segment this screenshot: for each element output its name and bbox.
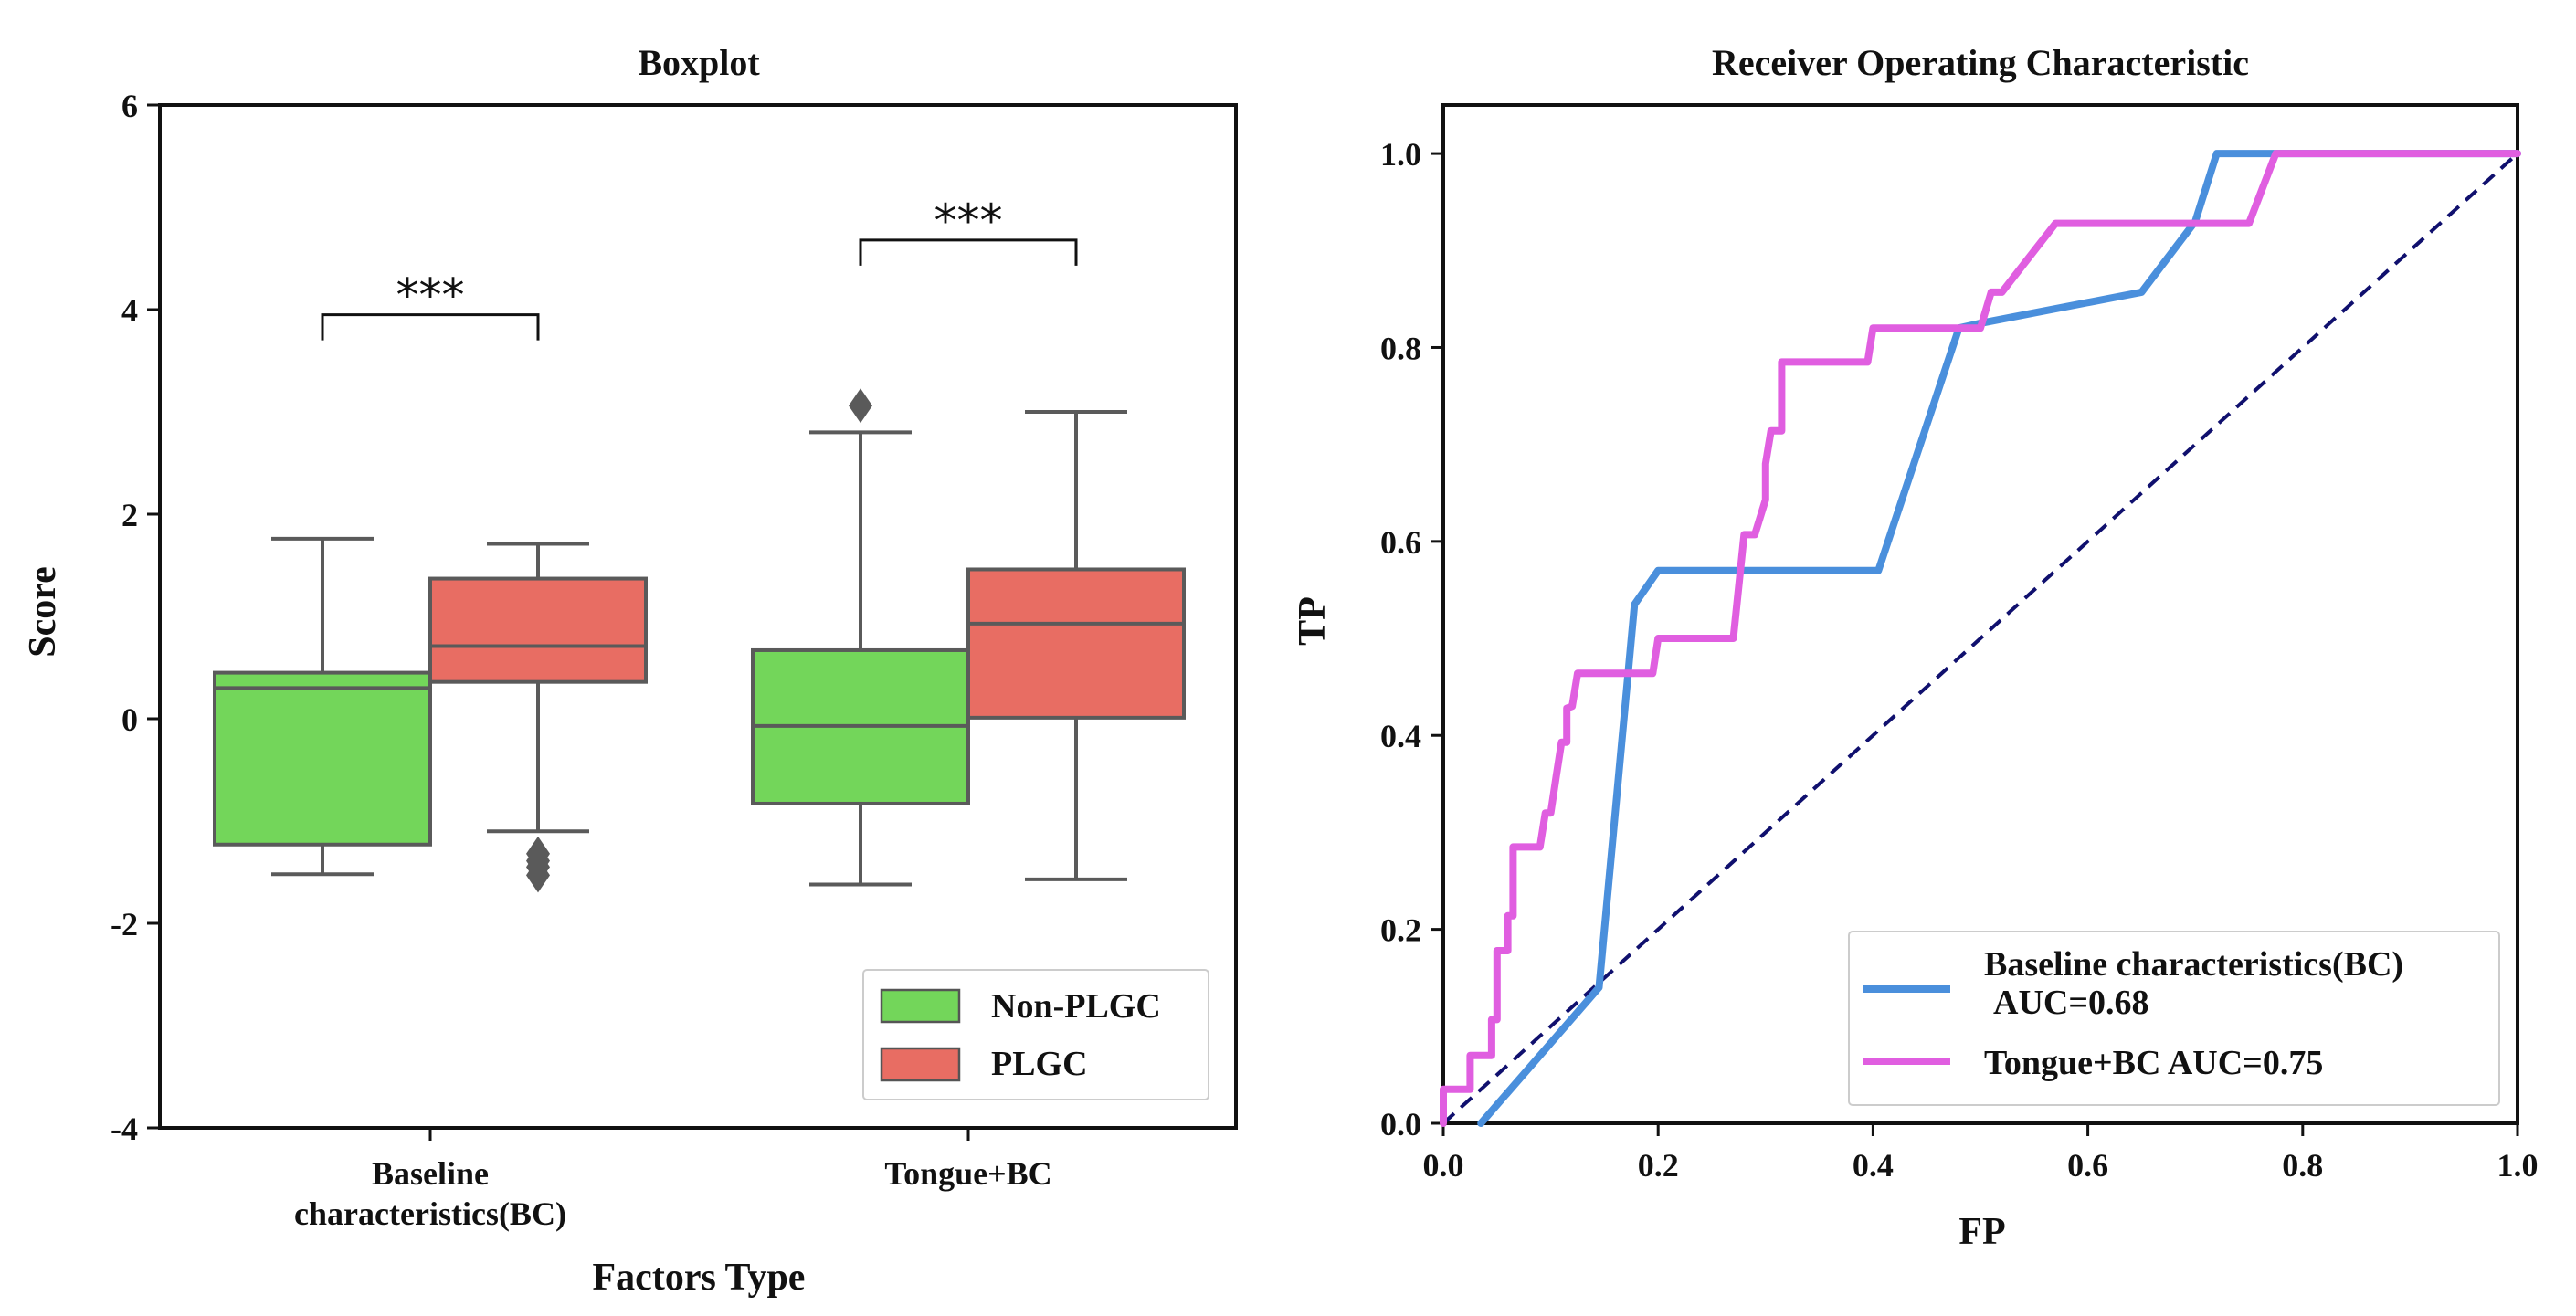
significance-bracket xyxy=(321,313,540,341)
boxplot-legend: Non-PLGC PLGC xyxy=(862,969,1209,1100)
roc-x-tick-label: 0.6 xyxy=(2067,1147,2108,1184)
outlier-point xyxy=(526,858,550,893)
roc-legend-label-tongue: Tongue+BC AUC=0.75 xyxy=(1984,1044,2323,1082)
boxplot-y-axis-label: Score xyxy=(22,566,64,658)
boxplot-y-tick-label: -4 xyxy=(111,1111,138,1147)
boxplot-y-tick-label: -2 xyxy=(111,906,138,942)
boxplot-plot-area: -4 -2 0 2 4 6 Baseline characteristics(BC) Tongu… xyxy=(111,88,1238,1232)
legend-swatch-plgc xyxy=(880,1047,961,1082)
boxplot-x-axis-label: Factors Type xyxy=(593,1257,806,1299)
roc-x-axis-label: FP xyxy=(1958,1211,2005,1253)
box-plgc xyxy=(966,567,1186,720)
roc-y-tick-label: 0.0 xyxy=(1380,1106,1421,1142)
box-plgc xyxy=(428,576,648,684)
significance-label: *** xyxy=(934,195,1003,247)
roc-frame xyxy=(1441,103,2519,1125)
roc-legend-auc-bc: AUC=0.68 xyxy=(1993,984,2148,1022)
roc-y-tick-label: 0.6 xyxy=(1380,524,1421,561)
roc-chance-line xyxy=(1441,152,2519,1125)
roc-curve-1 xyxy=(1440,150,2521,1127)
roc-y-tick-label: 1.0 xyxy=(1380,136,1421,173)
box-non-plgc xyxy=(213,670,432,847)
roc-x-tick-label: 0.8 xyxy=(2282,1147,2323,1184)
outlier-point xyxy=(849,388,872,424)
boxplot-y-tick-label: 0 xyxy=(121,701,138,738)
boxplot-panel: Boxplot -4 -2 0 2 4 6 Baseline characteristics(… xyxy=(22,42,1238,1299)
legend-label-non-plgc: Non-PLGC xyxy=(991,987,1161,1026)
roc-x-tick-label: 1.0 xyxy=(2497,1147,2539,1184)
significance-bracket xyxy=(859,238,1078,266)
roc-legend: Baseline characteristics(BC) AUC=0.68 To… xyxy=(1848,931,2500,1106)
roc-legend-label-bc: Baseline characteristics(BC) xyxy=(1984,945,2403,984)
roc-x-tick-label: 0.2 xyxy=(1638,1147,1679,1184)
boxplot-x-tick-label: Tongue+BC xyxy=(884,1155,1051,1192)
boxplot-y-tick-label: 6 xyxy=(121,88,138,124)
boxplot-x-tick-label: Baseline characteristics(BC) xyxy=(294,1155,566,1232)
roc-legend-frame xyxy=(1848,931,2500,1106)
roc-plot-area: 0.0 0.2 0.4 0.6 0.8 1.0 0.0 0.2 0.4 0.6 0.8 1.0 xyxy=(1380,103,2539,1184)
roc-y-tick-label: 0.8 xyxy=(1380,330,1421,366)
roc-title: Receiver Operating Characteristic xyxy=(1712,42,2249,83)
roc-y-tick-label: 0.2 xyxy=(1380,912,1421,949)
boxplot-title: Boxplot xyxy=(638,42,760,83)
significance-label: *** xyxy=(396,269,465,322)
legend-swatch-non-plgc xyxy=(880,988,961,1024)
roc-x-tick-label: 0.0 xyxy=(1423,1147,1464,1184)
boxplot-y-tick-label: 2 xyxy=(121,497,138,533)
boxplot-frame xyxy=(158,103,1238,1130)
roc-x-tick-label: 0.4 xyxy=(1853,1147,1894,1184)
roc-y-axis-label: TP xyxy=(1292,596,1334,646)
legend-label-plgc: PLGC xyxy=(991,1045,1088,1083)
roc-y-tick-label: 0.4 xyxy=(1380,718,1421,754)
roc-panel: Receiver Operating Characteristic 0.0 0.2… xyxy=(1292,42,2539,1253)
boxplot-y-tick-label: 4 xyxy=(121,292,138,329)
